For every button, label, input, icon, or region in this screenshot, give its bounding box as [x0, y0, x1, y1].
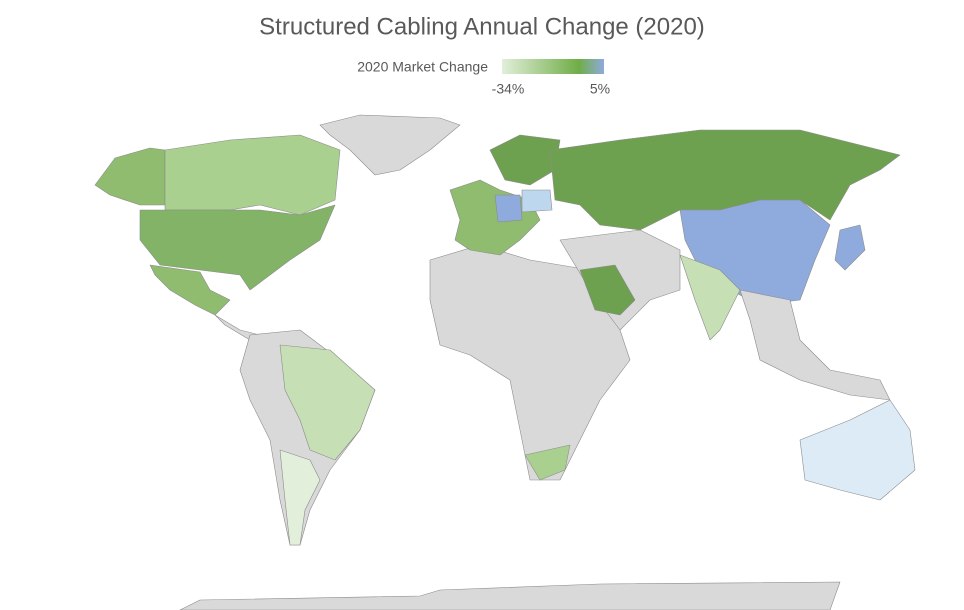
japan	[834, 224, 866, 271]
canada	[164, 134, 341, 216]
australia	[799, 399, 916, 501]
greenland	[319, 114, 461, 176]
scandinavia	[489, 134, 561, 186]
legend-tick-label: 5%	[590, 81, 610, 97]
usa	[139, 204, 336, 291]
chart-title: Structured Cabling Annual Change (2020)	[259, 13, 705, 40]
legend-gradient	[502, 59, 604, 74]
legend-tick-label: -34%	[492, 81, 525, 97]
legend-ticks: -34% 5%	[492, 81, 610, 97]
africa	[429, 244, 631, 481]
argentina	[279, 449, 321, 546]
map-land	[94, 114, 916, 610]
alaska	[94, 147, 166, 206]
brazil	[279, 344, 376, 461]
antarctica	[179, 581, 841, 610]
germany	[494, 194, 523, 223]
legend-title: 2020 Market Change	[357, 59, 488, 75]
south-africa	[524, 444, 571, 481]
poland	[521, 189, 553, 213]
southeast-asia	[739, 289, 891, 401]
india	[679, 254, 741, 341]
saudi-arabia	[579, 264, 636, 316]
